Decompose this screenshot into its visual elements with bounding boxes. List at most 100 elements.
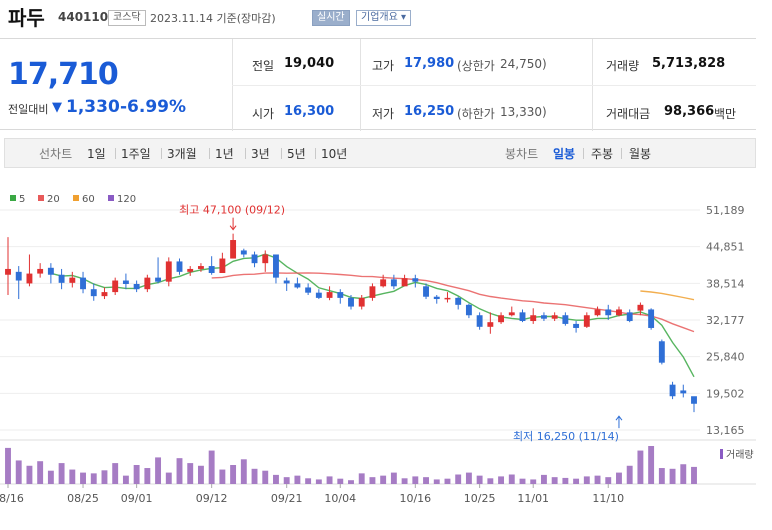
range-3y[interactable]: 3년: [251, 147, 270, 161]
company-overview-button[interactable]: 기업개요 ▾: [356, 10, 411, 26]
x-tick-label: 10/16: [399, 492, 431, 505]
volume-bar: [648, 446, 655, 484]
range-1w[interactable]: 1주일: [121, 147, 151, 161]
volume-bar: [283, 477, 290, 484]
low-arrow-head-icon: [615, 415, 623, 421]
divider: [245, 148, 246, 159]
candle-body: [573, 323, 580, 328]
volume-bar: [401, 478, 408, 484]
lower-limit-label: (하한가: [457, 107, 495, 121]
candle-body: [455, 297, 462, 305]
line-chart-label[interactable]: 선차트: [39, 147, 73, 161]
candle-body: [251, 254, 258, 264]
volume-bar: [691, 466, 697, 484]
candle-body: [326, 292, 333, 298]
high-annotation: 최고 47,100 (09/12): [179, 204, 285, 217]
amount-label: 거래대금: [606, 107, 651, 121]
volume-bar: [155, 457, 162, 484]
x-tick-label: 09/12: [196, 492, 228, 505]
volume-bar: [358, 473, 365, 484]
candle-body: [562, 315, 569, 324]
candle-chart-label[interactable]: 봉차트: [505, 147, 539, 161]
y-tick-label: 51,189: [706, 204, 745, 217]
low-label: 저가: [372, 107, 395, 121]
volume-label: 거래량: [726, 449, 754, 461]
open-value: 16,300: [284, 104, 335, 119]
x-tick-label: 08/25: [67, 492, 99, 505]
volume-bar: [476, 475, 483, 484]
x-tick-label: 09/21: [271, 492, 303, 505]
volume-bar: [530, 479, 537, 484]
candle-body: [476, 315, 483, 327]
volume-bar: [5, 447, 11, 484]
range-10y[interactable]: 10년: [321, 147, 348, 161]
period-monthly[interactable]: 월봉: [629, 147, 652, 161]
realtime-button[interactable]: 실시간: [312, 10, 350, 26]
divider: [621, 148, 622, 159]
candle-body: [133, 283, 140, 290]
date-text: 2023.11.14 기준(장마감): [150, 12, 276, 25]
divider: [115, 148, 116, 159]
volume-bar: [101, 470, 108, 484]
candle-body: [540, 315, 547, 319]
range-5y[interactable]: 5년: [287, 147, 306, 161]
legend-swatch-5: [10, 195, 16, 201]
volume-legend-swatch: [720, 449, 723, 459]
candle-body: [219, 258, 226, 274]
high-value: 17,980: [404, 56, 455, 71]
volume-bar: [369, 477, 376, 484]
range-1y[interactable]: 1년: [215, 147, 234, 161]
candle-body: [423, 286, 429, 297]
candle-body: [47, 267, 54, 275]
period-weekly[interactable]: 주봉: [591, 147, 614, 161]
divider: [232, 85, 756, 86]
volume-value: 5,713,828: [652, 56, 726, 71]
divider: [281, 148, 282, 159]
period-daily[interactable]: 일봉: [553, 147, 576, 161]
x-tick-label: 10/25: [464, 492, 496, 505]
volume-bar: [47, 470, 54, 484]
price-summary: 17,710 전일대비 ▼ 1,330 -6.99% 전일 19,040 시가 …: [0, 38, 756, 131]
volume-bar: [562, 477, 569, 484]
candle-body: [358, 297, 365, 307]
volume-bar: [658, 468, 665, 484]
change-percent: -6.99%: [120, 97, 187, 117]
candle-body: [273, 254, 279, 278]
volume-bar: [219, 469, 226, 484]
volume-bar: [112, 463, 119, 484]
volume-bar: [240, 459, 247, 484]
volume-bar: [669, 468, 676, 484]
legend-swatch-120: [108, 195, 114, 201]
volume-bar: [144, 468, 151, 484]
legend-label-120: 120: [117, 194, 136, 205]
divider: [315, 148, 316, 159]
volume-bar: [133, 465, 140, 484]
candle-body: [626, 312, 633, 322]
candle-body: [187, 268, 194, 272]
legend-label-60: 60: [82, 194, 95, 205]
volume-bar: [122, 475, 129, 484]
candle-body: [616, 309, 622, 316]
y-tick-label: 19,502: [706, 387, 745, 400]
divider: [209, 148, 210, 159]
candle-body: [208, 266, 215, 274]
candle-body: [294, 283, 301, 288]
range-1d[interactable]: 1일: [87, 147, 106, 161]
range-3m[interactable]: 3개월: [167, 147, 197, 161]
volume-bar: [465, 472, 472, 484]
stock-code: 440110: [58, 10, 109, 24]
y-tick-label: 13,165: [706, 424, 745, 437]
current-price: 17,710: [8, 57, 119, 92]
stock-name: 파두: [8, 6, 45, 30]
legend-label-5: 5: [19, 194, 25, 205]
volume-bar: [230, 465, 237, 484]
candle-body: [380, 279, 387, 287]
volume-bar: [551, 477, 558, 484]
candle-body: [283, 280, 290, 284]
volume-bar: [573, 478, 580, 484]
volume-bar: [487, 478, 494, 484]
volume-bar: [594, 475, 601, 484]
candle-body: [680, 390, 687, 394]
y-tick-label: 25,840: [706, 351, 745, 364]
volume-bar: [251, 468, 258, 484]
